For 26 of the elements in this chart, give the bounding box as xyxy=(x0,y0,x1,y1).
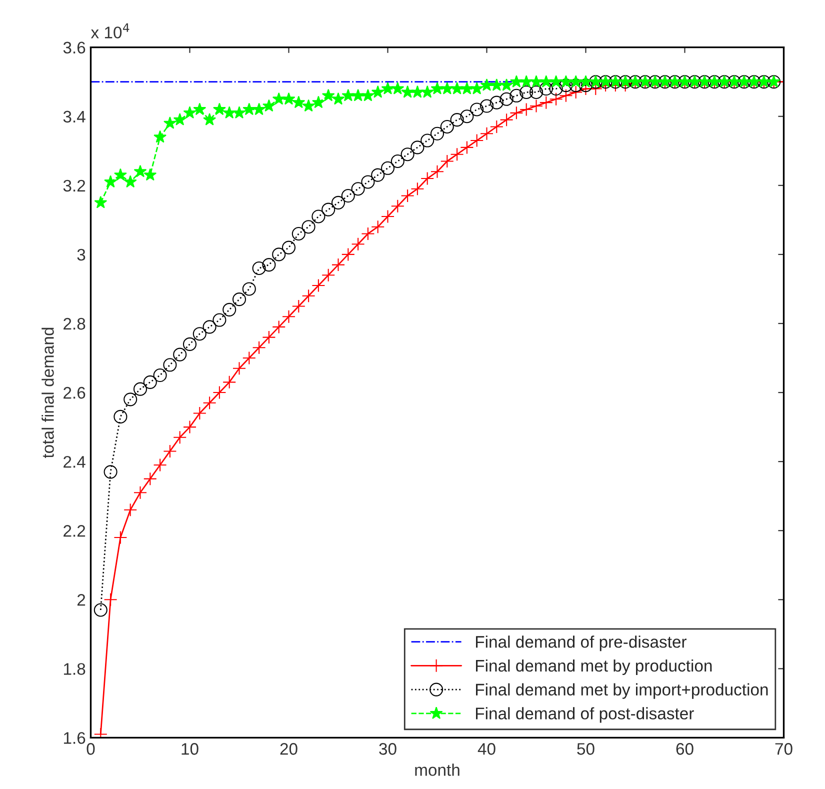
y-tick-label: 2.4 xyxy=(64,456,86,468)
y-tick-label: 2.6 xyxy=(64,386,86,399)
x-tick-label: 70 xyxy=(775,743,792,755)
legend-label: Final demand met by import+production xyxy=(476,683,768,699)
x-tick-label: 60 xyxy=(676,743,694,755)
y-tick-label: 2.8 xyxy=(64,318,86,330)
y-tick-label: 3.2 xyxy=(63,180,86,192)
y-axis-title: total final demand xyxy=(42,328,54,458)
legend-label: Final demand met by production xyxy=(476,659,712,675)
y-tick-label: 3 xyxy=(77,248,86,261)
y-tick-label: 1.8 xyxy=(64,663,86,675)
y-tick-label: 1.6 xyxy=(64,732,86,744)
x-tick-label: 20 xyxy=(280,743,298,755)
x-tick-label: 40 xyxy=(478,743,496,755)
x-tick-label: 10 xyxy=(182,743,198,755)
x-tick-label: 30 xyxy=(379,743,396,755)
y-tick-label: 3.6 xyxy=(63,42,86,54)
y-tick-label: 2 xyxy=(77,594,86,606)
x-tick-label: 50 xyxy=(577,743,594,755)
legend-label: Final demand of post-disaster xyxy=(476,707,694,723)
legend-label: Final demand of pre-disaster xyxy=(476,636,687,652)
y-tick-label: 2.2 xyxy=(64,525,86,537)
y-tick-label: 3.4 xyxy=(63,110,86,123)
x-axis-title: month xyxy=(415,764,460,776)
text: x 10$^{4}$ xyxy=(90,23,130,38)
x-tick-label: 0 xyxy=(86,743,95,755)
